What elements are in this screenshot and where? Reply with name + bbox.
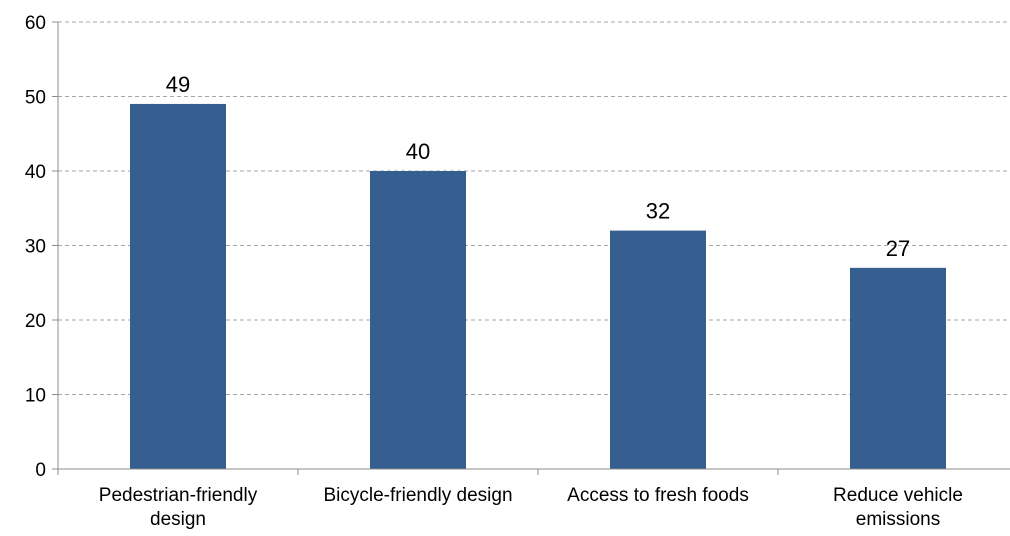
category-label: Reduce vehicle — [833, 485, 963, 506]
y-tick-label: 0 — [35, 460, 46, 481]
bar — [610, 230, 706, 469]
bar — [850, 267, 946, 469]
category-label: Pedestrian-friendly — [99, 485, 258, 506]
category-label: emissions — [856, 509, 940, 530]
y-tick-label: 40 — [25, 162, 46, 183]
category-label: design — [150, 509, 206, 530]
bars — [130, 103, 946, 469]
axes — [52, 21, 1010, 475]
y-tick-label: 10 — [25, 386, 46, 407]
data-label: 40 — [406, 139, 430, 164]
data-label: 32 — [646, 199, 670, 224]
category-label: Bicycle-friendly design — [323, 485, 512, 506]
y-tick-label: 20 — [25, 311, 46, 332]
data-label: 27 — [886, 236, 910, 261]
data-label: 49 — [166, 72, 190, 97]
bar — [130, 103, 226, 469]
category-label: Access to fresh foods — [567, 485, 749, 506]
y-tick-label: 60 — [25, 13, 46, 34]
y-tick-label: 50 — [25, 88, 46, 109]
bar — [370, 171, 466, 469]
labels: 0 10 20 30 40 50 60 49 Pedestrian-friendly design… — [25, 13, 963, 530]
y-tick-label: 30 — [25, 237, 46, 258]
